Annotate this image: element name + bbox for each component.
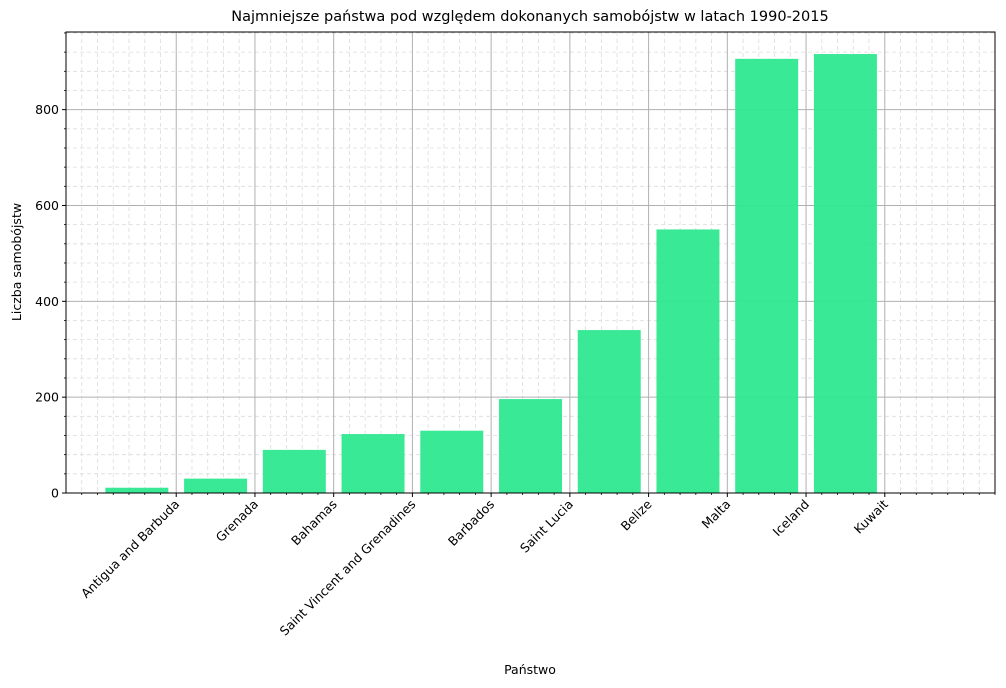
bar-belize — [577, 330, 641, 493]
x-tick-label: Saint Vincent and Grenadines — [277, 497, 419, 639]
bar-saint-lucia — [499, 399, 562, 493]
bars — [105, 54, 877, 494]
x-tick-label: Malta — [698, 497, 733, 532]
x-axis-label: Państwo — [504, 662, 556, 677]
bar-iceland — [735, 58, 799, 494]
plot-frame — [65, 31, 996, 494]
x-tick-label: Grenada — [213, 497, 261, 545]
bar-barbados — [420, 430, 484, 493]
axis-ticks — [62, 32, 996, 497]
y-tick-label: 0 — [51, 486, 59, 501]
y-tick-labels: 0 200 400 600 800 — [35, 102, 59, 500]
bar-grenada — [184, 478, 248, 493]
x-tick-label: Iceland — [770, 497, 813, 540]
x-tick-label: Belize — [618, 496, 655, 533]
x-tick-label: Kuwait — [851, 496, 891, 536]
y-tick-label: 200 — [35, 390, 59, 405]
y-tick-label: 800 — [35, 102, 59, 117]
y-tick-label: 600 — [35, 198, 59, 213]
x-tick-label: Antigua and Barbuda — [78, 497, 182, 601]
chart-title: Najmniejsze państwa pod względem dokonan… — [231, 9, 828, 25]
x-tick-label: Bahamas — [288, 497, 340, 549]
x-tick-label: Barbados — [445, 497, 497, 549]
bar-bahamas — [262, 449, 326, 493]
bar-kuwait — [813, 54, 877, 493]
x-tick-label: Saint Lucia — [517, 497, 576, 556]
minor-grid — [66, 32, 996, 493]
y-axis-label: Liczba samobójstw — [9, 203, 24, 321]
bar-antigua-and-barbuda — [105, 487, 169, 493]
bar-saint-vincent-and-grenadines — [341, 434, 405, 493]
y-tick-label: 400 — [35, 294, 59, 309]
bar-malta — [656, 229, 720, 493]
